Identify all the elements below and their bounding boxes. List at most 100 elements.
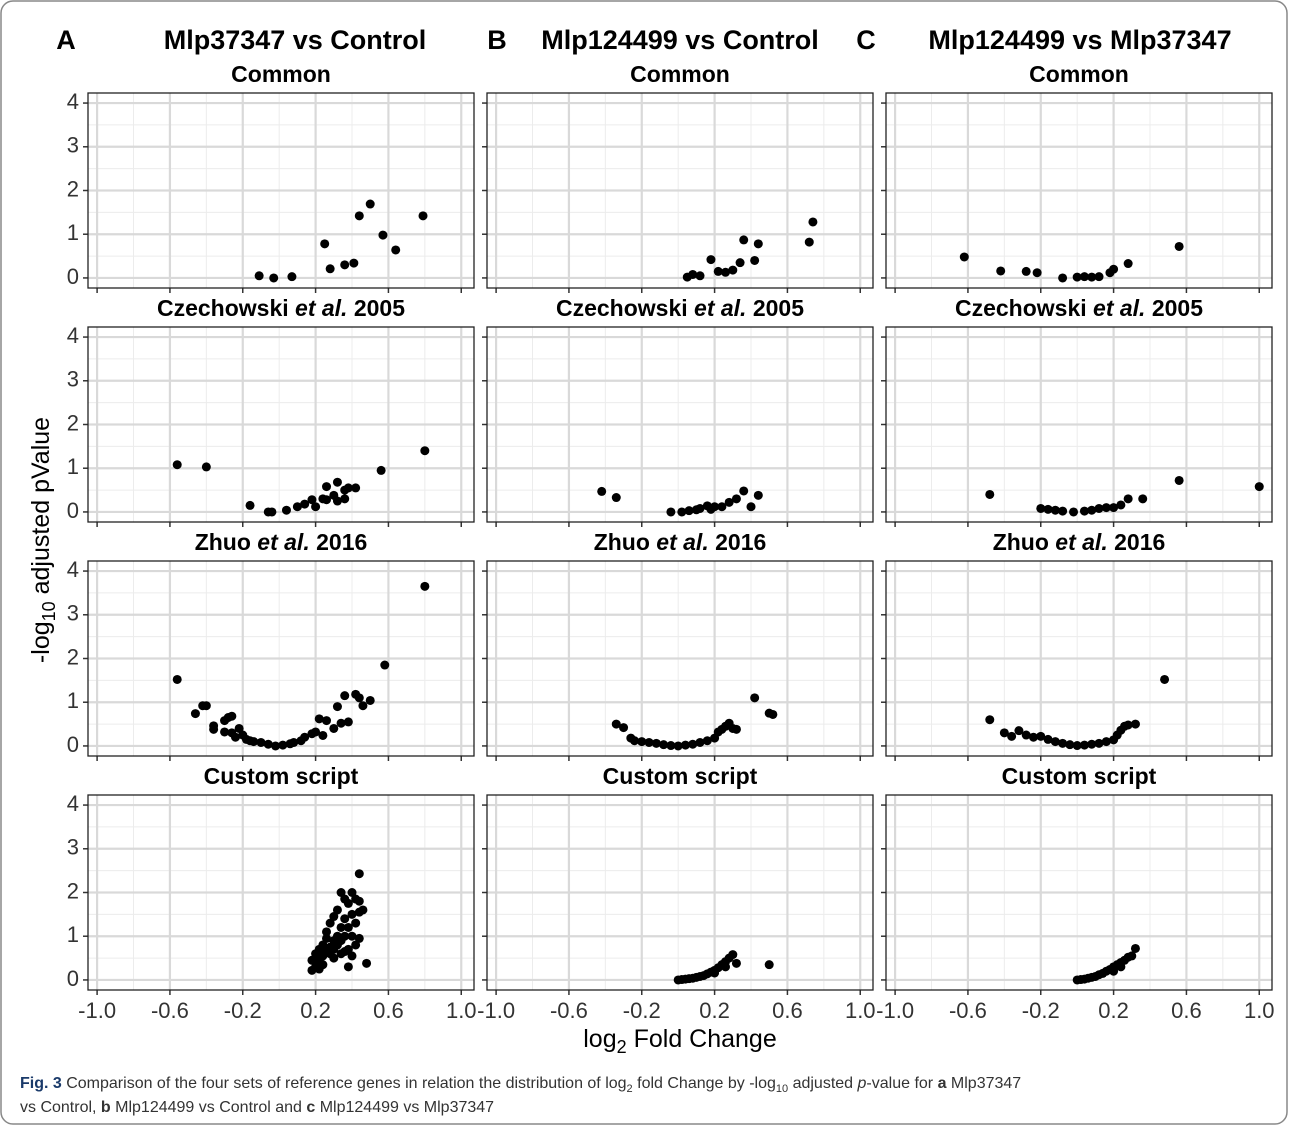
point	[300, 499, 310, 509]
y-tick-label: 1	[67, 688, 79, 713]
column-title: Mlp124499 vs Mlp37347	[928, 25, 1231, 55]
panel-border	[87, 560, 475, 757]
y-title-part: -log	[27, 621, 55, 663]
panel: Czechowski et al. 2005 0 1 2 3 4	[67, 295, 475, 527]
panel-title-part: 2016	[1108, 529, 1166, 555]
point	[721, 962, 731, 972]
caption-text: vs Control,	[20, 1099, 101, 1116]
point	[365, 199, 375, 209]
point	[340, 931, 350, 941]
point	[322, 482, 332, 492]
panel-title: Czechowski et al. 2005	[955, 295, 1203, 321]
point	[702, 736, 712, 746]
x-tick-label: -0.6	[151, 998, 189, 1023]
point	[420, 446, 430, 456]
point	[1116, 500, 1126, 510]
column-letter: A	[56, 25, 76, 55]
point	[336, 949, 346, 959]
point	[728, 950, 738, 960]
point	[1058, 738, 1068, 748]
point	[340, 691, 350, 701]
point	[1254, 482, 1264, 492]
point	[710, 968, 720, 978]
panel-title-part: Custom script	[204, 763, 359, 789]
point	[220, 727, 230, 737]
y-tick-label: 2	[67, 176, 79, 201]
point	[267, 507, 277, 517]
panel-title-part: et al.	[295, 295, 347, 321]
point	[332, 477, 342, 487]
point	[1058, 506, 1068, 516]
point	[322, 716, 332, 726]
point	[1174, 241, 1184, 251]
point	[644, 737, 654, 747]
point	[343, 944, 353, 954]
x-tick-label: -0.2	[623, 998, 661, 1023]
y-title-part: adjusted pValue	[27, 417, 55, 601]
x-tick-label: 1.0	[446, 998, 477, 1023]
caption-letter: b	[101, 1099, 111, 1116]
panel-title-part: Czechowski	[955, 295, 1093, 321]
point	[629, 736, 639, 746]
point	[332, 905, 342, 915]
panel-title: Common	[1029, 61, 1129, 87]
panel: Common	[482, 61, 874, 293]
point	[1123, 259, 1133, 269]
x-axis-title: log2 Fold Change	[583, 1025, 777, 1057]
point	[1058, 273, 1068, 283]
panel-border	[486, 560, 874, 757]
panel: Common 0 1 2 3 4	[67, 61, 475, 293]
point	[731, 724, 741, 734]
point	[1116, 962, 1126, 972]
panel-border	[885, 560, 1273, 757]
point	[391, 245, 401, 255]
caption-line: Fig. 3 Comparison of the four sets of re…	[20, 1075, 1021, 1095]
point	[230, 732, 240, 742]
caption-text: Mlp124499 vs Control and	[111, 1099, 307, 1116]
point	[753, 239, 763, 249]
point	[322, 495, 332, 505]
caption-text: p	[857, 1075, 867, 1092]
y-tick-label: 3	[67, 601, 79, 626]
point	[1072, 272, 1082, 282]
point	[1138, 494, 1148, 504]
panel-title: Custom script	[204, 763, 359, 789]
point	[1130, 943, 1140, 953]
point	[1160, 674, 1170, 684]
point	[322, 927, 332, 937]
point	[1101, 503, 1111, 513]
panel-border	[885, 326, 1273, 523]
point	[362, 958, 372, 968]
point	[340, 260, 350, 270]
point	[710, 502, 720, 512]
point	[1069, 507, 1079, 517]
point	[354, 869, 364, 879]
y-tick-label: 0	[67, 966, 79, 991]
point	[249, 737, 259, 747]
point	[287, 272, 297, 282]
panel-title: Zhuo et al. 2016	[195, 529, 368, 555]
point	[365, 695, 375, 705]
point	[420, 581, 430, 591]
panel-title-part: Czechowski	[157, 295, 295, 321]
point	[418, 211, 428, 221]
point	[325, 264, 335, 274]
panel-title-part: Common	[231, 61, 331, 87]
point	[764, 960, 774, 970]
panel-title-part: 2005	[347, 295, 405, 321]
panel-title-part: et al.	[656, 529, 708, 555]
point	[349, 258, 359, 268]
point	[959, 252, 969, 262]
x-title-part: Fold Change	[627, 1025, 777, 1053]
point	[695, 503, 705, 513]
point	[1072, 741, 1082, 751]
x-tick-label: 0.6	[1171, 998, 1202, 1023]
point	[209, 721, 219, 731]
point	[1109, 503, 1119, 513]
panel-border	[486, 92, 874, 289]
caption-text: Mlp37347	[946, 1075, 1021, 1092]
point	[1036, 503, 1046, 513]
panel-title: Czechowski et al. 2005	[157, 295, 405, 321]
panel-border	[87, 794, 475, 991]
point	[1094, 272, 1104, 282]
